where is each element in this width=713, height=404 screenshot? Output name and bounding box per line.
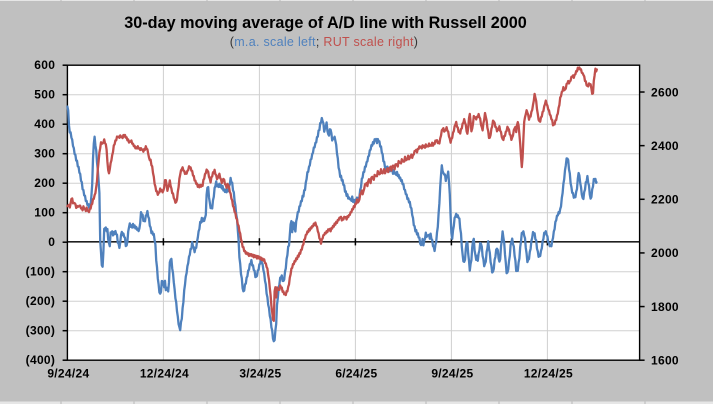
svg-text:100: 100 xyxy=(34,206,55,220)
svg-text:200: 200 xyxy=(34,176,55,190)
svg-text:12/24/25: 12/24/25 xyxy=(524,366,573,380)
svg-text:9/24/24: 9/24/24 xyxy=(47,366,89,380)
svg-text:6/24/25: 6/24/25 xyxy=(335,366,377,380)
svg-text:400: 400 xyxy=(34,117,55,131)
svg-text:600: 600 xyxy=(34,58,55,72)
svg-text:3/24/25: 3/24/25 xyxy=(239,366,281,380)
svg-text:0: 0 xyxy=(48,235,55,249)
svg-text:2400: 2400 xyxy=(651,139,679,153)
svg-text:(300): (300) xyxy=(26,324,56,338)
svg-text:(100): (100) xyxy=(26,265,56,279)
svg-text:(200): (200) xyxy=(26,294,56,308)
svg-text:1800: 1800 xyxy=(651,300,679,314)
svg-text:9/24/25: 9/24/25 xyxy=(431,366,473,380)
svg-text:1600: 1600 xyxy=(651,354,679,368)
svg-text:500: 500 xyxy=(34,88,55,102)
svg-text:(400): (400) xyxy=(26,353,56,367)
svg-text:2000: 2000 xyxy=(651,246,679,260)
svg-text:30-day moving average of A/D l: 30-day moving average of A/D line with R… xyxy=(124,14,526,32)
svg-text:2200: 2200 xyxy=(651,193,679,207)
svg-text:300: 300 xyxy=(34,147,55,161)
svg-text:2600: 2600 xyxy=(651,85,679,99)
svg-text:12/24/24: 12/24/24 xyxy=(140,366,189,380)
svg-text:(m.a. scale left; RUT scale ri: (m.a. scale left; RUT scale right) xyxy=(230,35,419,49)
